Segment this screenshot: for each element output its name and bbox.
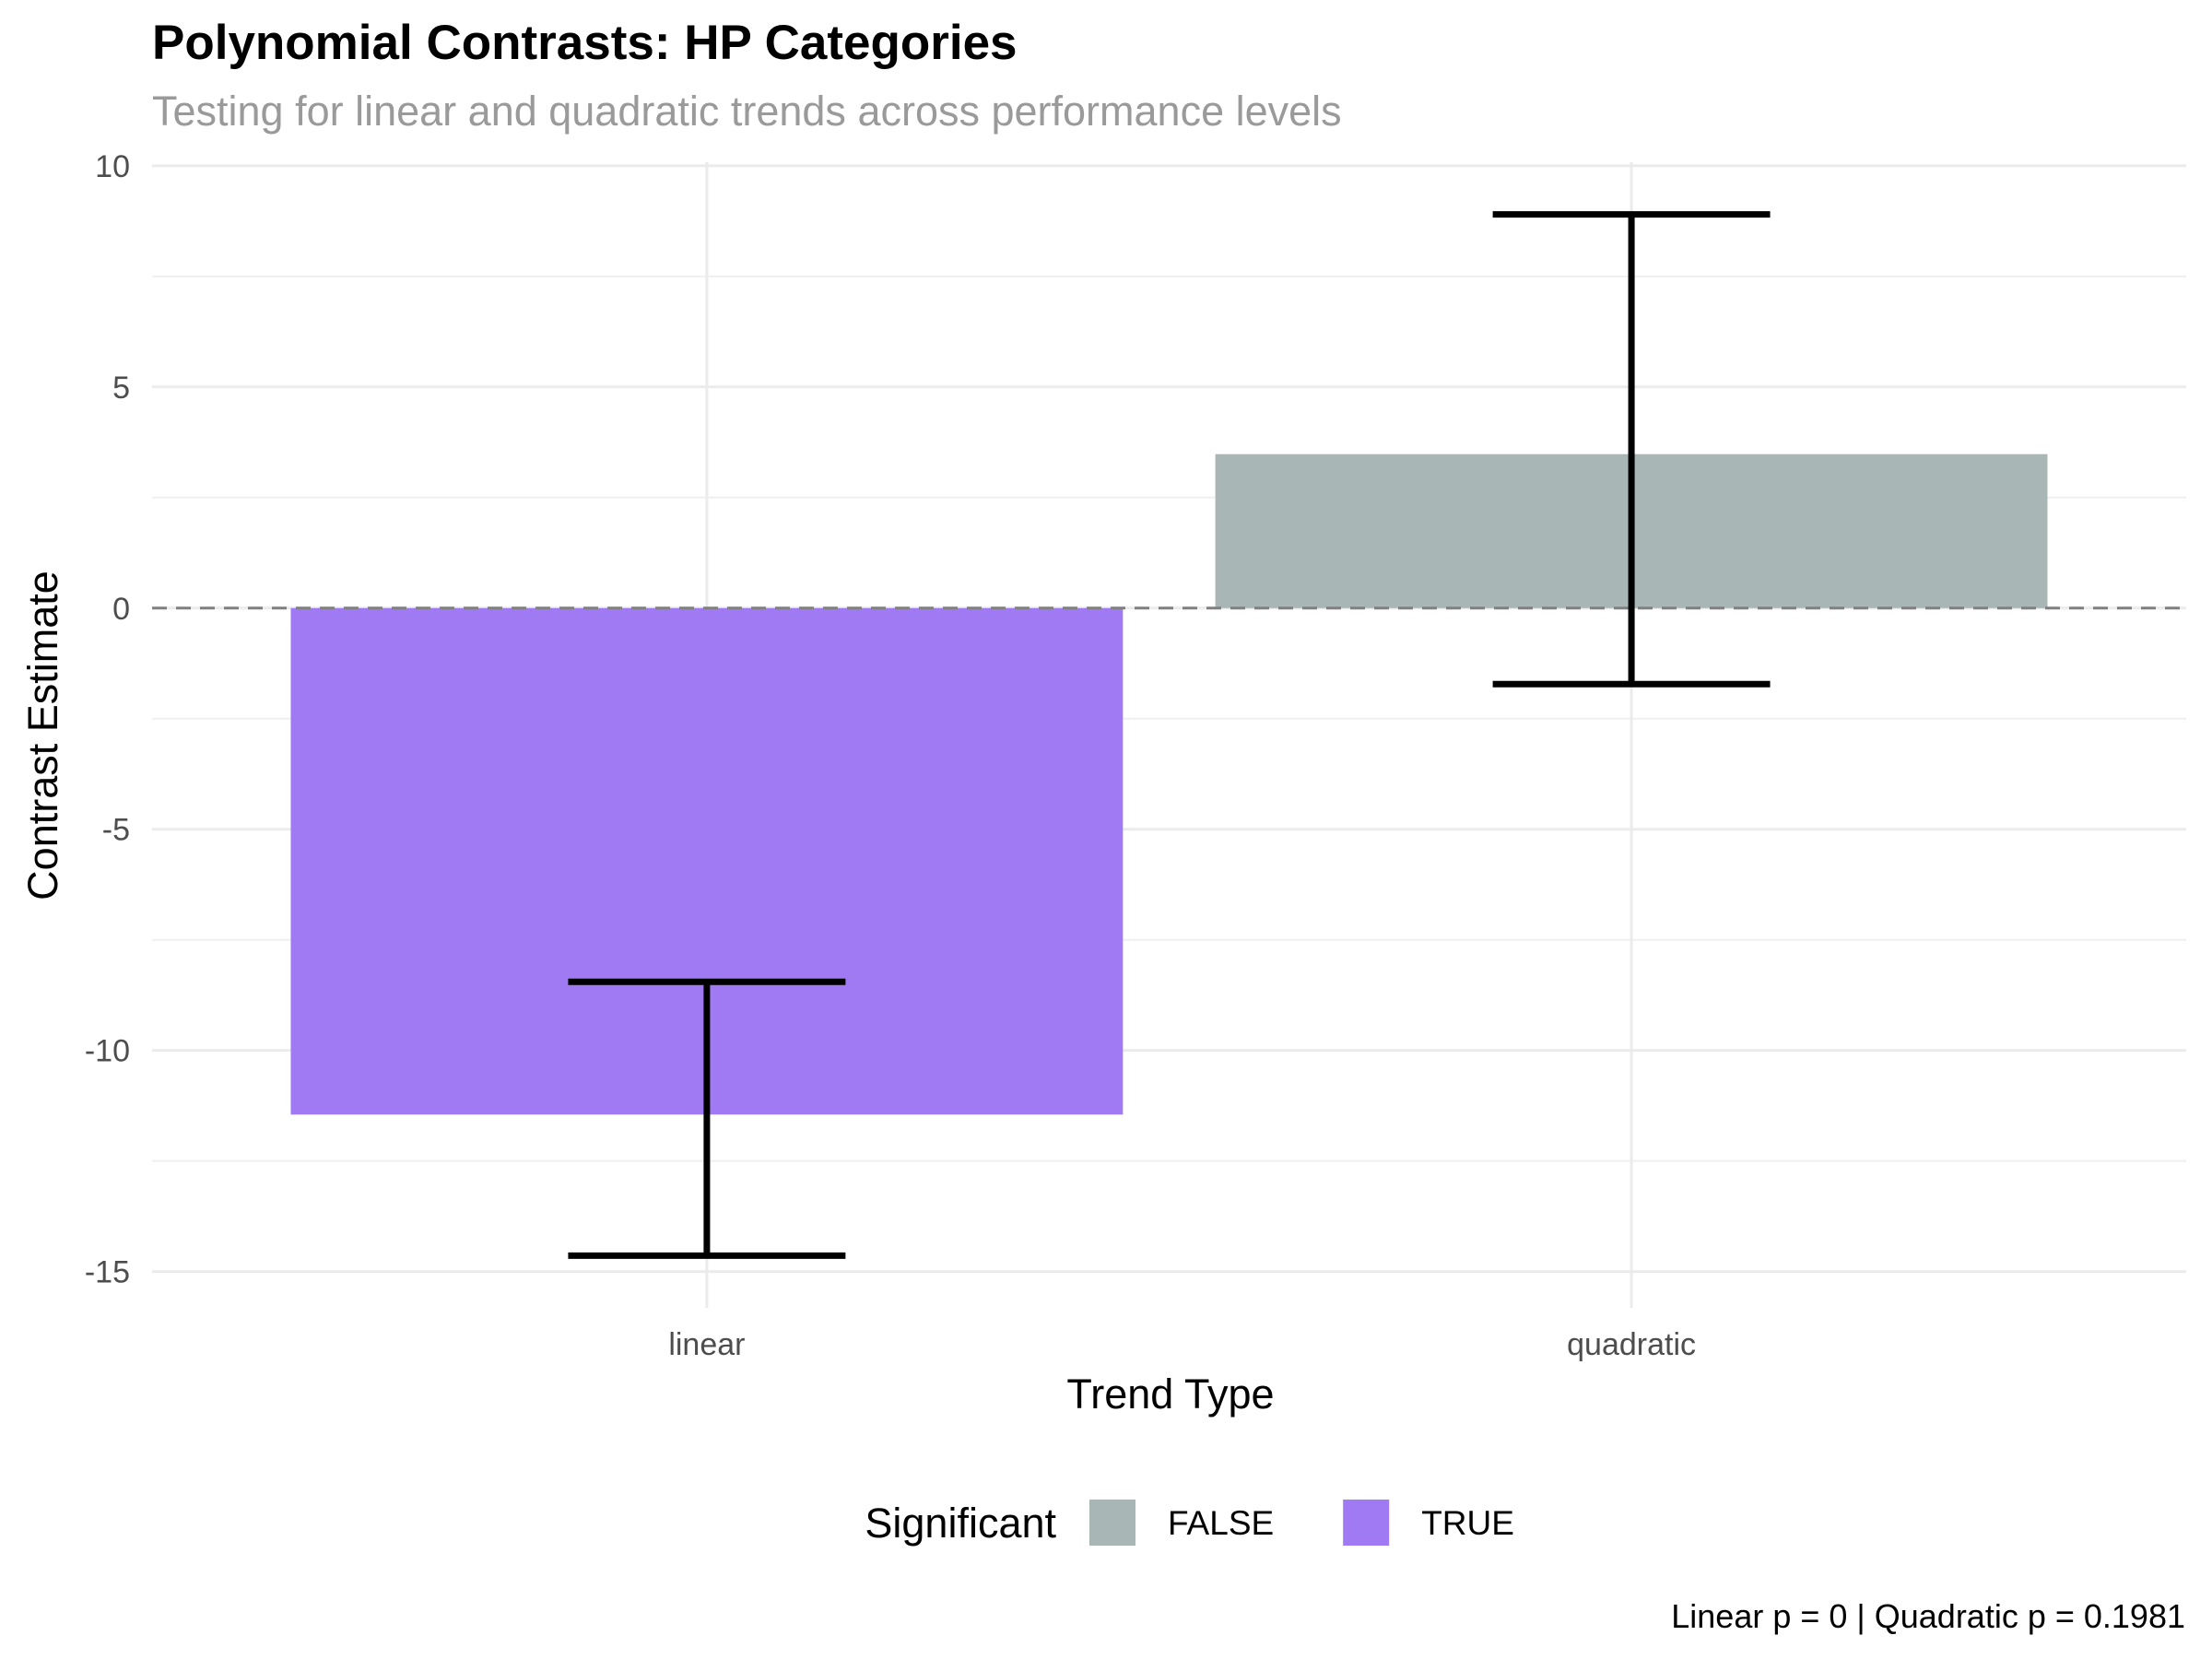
legend-title: Significant (865, 1500, 1056, 1547)
y-tick-label: 10 (95, 149, 130, 184)
y-axis-title: Contrast Estimate (19, 571, 66, 900)
legend-key (1343, 1500, 1390, 1546)
legend-label: FALSE (1168, 1504, 1274, 1542)
chart-title: Polynomial Contrasts: HP Categories (152, 16, 1018, 70)
x-axis-title: Trend Type (1066, 1371, 1274, 1418)
y-tick-label: -10 (85, 1034, 130, 1069)
caption: Linear p = 0 | Quadratic p = 0.1981 (1671, 1597, 2185, 1635)
x-tick-label: quadratic (1567, 1327, 1696, 1362)
y-tick-label: 0 (112, 592, 130, 627)
legend-label: TRUE (1421, 1504, 1514, 1542)
legend-key (1089, 1500, 1135, 1546)
y-tick-label: -15 (85, 1255, 130, 1290)
x-tick-label: linear (668, 1327, 745, 1362)
y-tick-label: 5 (112, 371, 130, 406)
chart-subtitle: Testing for linear and quadratic trends … (152, 88, 1342, 135)
y-tick-label: -5 (102, 813, 130, 848)
